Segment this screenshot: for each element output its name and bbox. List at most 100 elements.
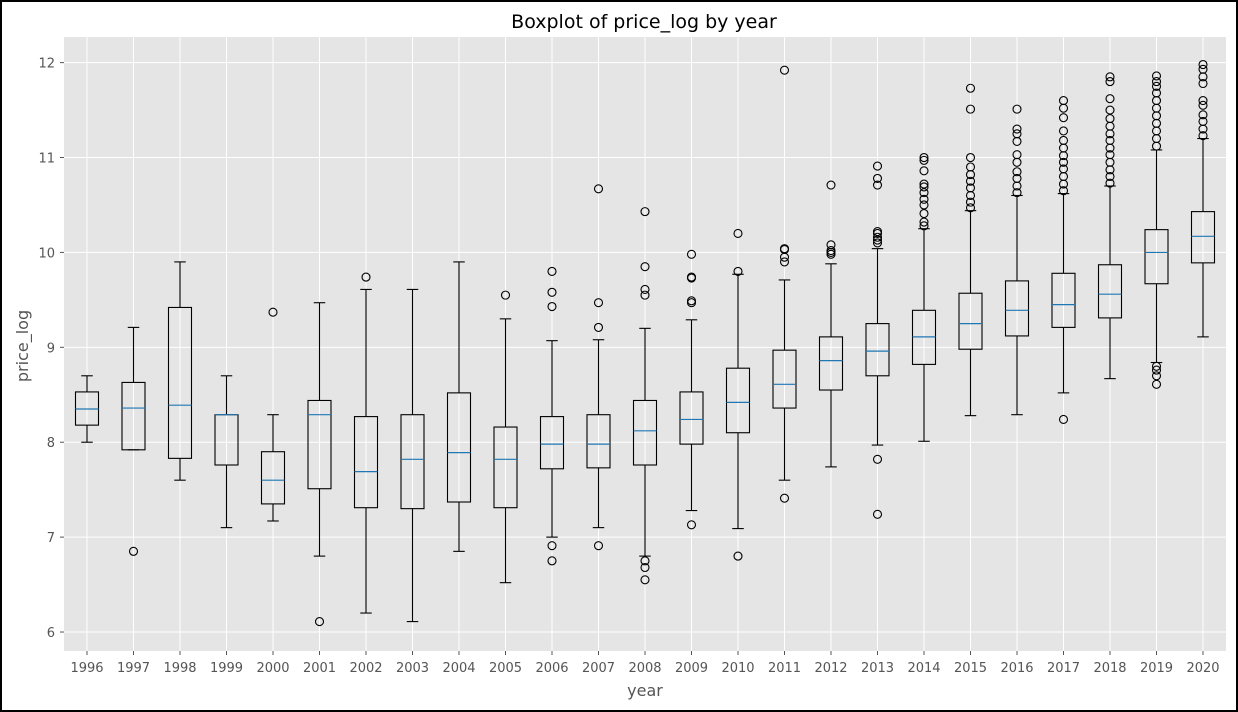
outlier-point [872, 173, 883, 183]
outlier-point [965, 104, 976, 114]
outlier-point [1198, 100, 1208, 110]
outlier-point [826, 180, 836, 190]
tick-labels: 6 7 8 9 10 11 12 1996 1997 1998 1999 2000 2001 2002 20… [38, 57, 1219, 676]
x-tick-label: 2012 [814, 661, 847, 676]
outlier-point [361, 272, 371, 282]
outlier-point [779, 244, 790, 254]
outlier-point [1058, 113, 1069, 123]
x-tick-label: 2006 [535, 661, 568, 676]
x-tick-label: 2016 [1000, 661, 1033, 676]
outlier-point [1198, 64, 1208, 74]
box-2000 [260, 307, 286, 522]
outlier-point [965, 197, 976, 207]
outlier-point [965, 83, 976, 93]
outlier-point [1105, 94, 1115, 104]
box-2004 [446, 261, 472, 552]
outlier-point [1105, 150, 1115, 160]
outlier-point [1198, 78, 1208, 89]
box-2012 [818, 180, 844, 468]
box-iqr [958, 292, 983, 350]
x-tick-label: 2017 [1047, 661, 1080, 676]
x-tick-label: 2004 [442, 661, 475, 676]
box-iqr [446, 392, 472, 503]
box-iqr [586, 414, 611, 469]
outlier-point [872, 161, 883, 171]
outlier-point [919, 221, 929, 231]
outlier-point [640, 284, 650, 294]
box-2005 [493, 290, 518, 584]
box-1996 [74, 375, 100, 443]
outlier-point [733, 228, 743, 238]
outlier-point [919, 182, 929, 192]
outlier-point [872, 226, 883, 237]
x-tick-label: 1996 [70, 661, 103, 676]
box-iqr [1051, 272, 1076, 328]
outlier-point [314, 617, 325, 627]
outlier-point [1012, 150, 1022, 160]
outlier-point [779, 257, 790, 267]
outlier-point [1105, 135, 1115, 145]
box-iqr [260, 451, 286, 505]
x-tick-label: 1998 [163, 661, 196, 676]
box-iqr [400, 414, 425, 510]
box-iqr [307, 399, 332, 490]
box-iqr [493, 426, 518, 509]
outlier-point [1012, 188, 1022, 198]
x-tick-label: 2002 [349, 661, 382, 676]
outlier-point [1198, 110, 1208, 120]
outlier-point [547, 266, 557, 276]
outlier-point [965, 183, 976, 193]
box-iqr [1097, 264, 1123, 319]
x-tick-label: 1997 [117, 661, 150, 676]
outlier-point [640, 262, 650, 272]
outlier-point [500, 290, 511, 300]
x-axis-label: year [627, 681, 663, 700]
box-2014 [911, 152, 937, 442]
outlier-point [686, 272, 697, 282]
outlier-point [640, 556, 650, 566]
x-tick-label: 2003 [396, 661, 429, 676]
box-iqr [1004, 280, 1030, 337]
outlier-point [593, 298, 604, 308]
box-2002 [353, 272, 379, 614]
outlier-point [1012, 167, 1022, 177]
outlier-point [919, 194, 929, 204]
outlier-point [1012, 129, 1022, 139]
outlier-point [826, 245, 836, 256]
box-iqr [632, 399, 658, 466]
box-2018 [1097, 72, 1123, 380]
outlier-point [872, 454, 883, 464]
outlier-point [1058, 414, 1069, 424]
x-tick-label: 2013 [861, 661, 894, 676]
outlier-point [1105, 105, 1115, 115]
outlier-point [826, 240, 836, 250]
outlier-point [733, 266, 743, 276]
box-iqr [539, 416, 565, 470]
box-2020 [1190, 59, 1216, 338]
outlier-point [686, 249, 697, 259]
x-tick-label: 2009 [675, 661, 708, 676]
y-tick-label: 7 [47, 531, 55, 546]
box-iqr [772, 349, 797, 409]
outlier-point [779, 493, 790, 503]
box-2019 [1144, 71, 1169, 389]
outlier-point [128, 546, 139, 556]
box-2017 [1051, 96, 1076, 424]
outlier-point [965, 203, 976, 213]
box-iqr [1190, 211, 1216, 264]
outlier-point [965, 152, 976, 163]
outlier-point [1058, 135, 1069, 145]
y-axis-label: price_log [13, 310, 33, 382]
outlier-point [593, 184, 604, 194]
box-iqr [865, 323, 890, 377]
outlier-point [919, 200, 929, 210]
x-tick-label: 2015 [954, 661, 987, 676]
box-2006 [539, 266, 565, 566]
box-2007 [586, 184, 611, 551]
outlier-point [1105, 171, 1115, 182]
y-tick-label: 8 [47, 436, 55, 451]
outlier-point [640, 575, 650, 585]
chart-title: Boxplot of price_log by year [511, 11, 777, 33]
box-2010 [725, 228, 751, 561]
outlier-point [1151, 361, 1162, 371]
